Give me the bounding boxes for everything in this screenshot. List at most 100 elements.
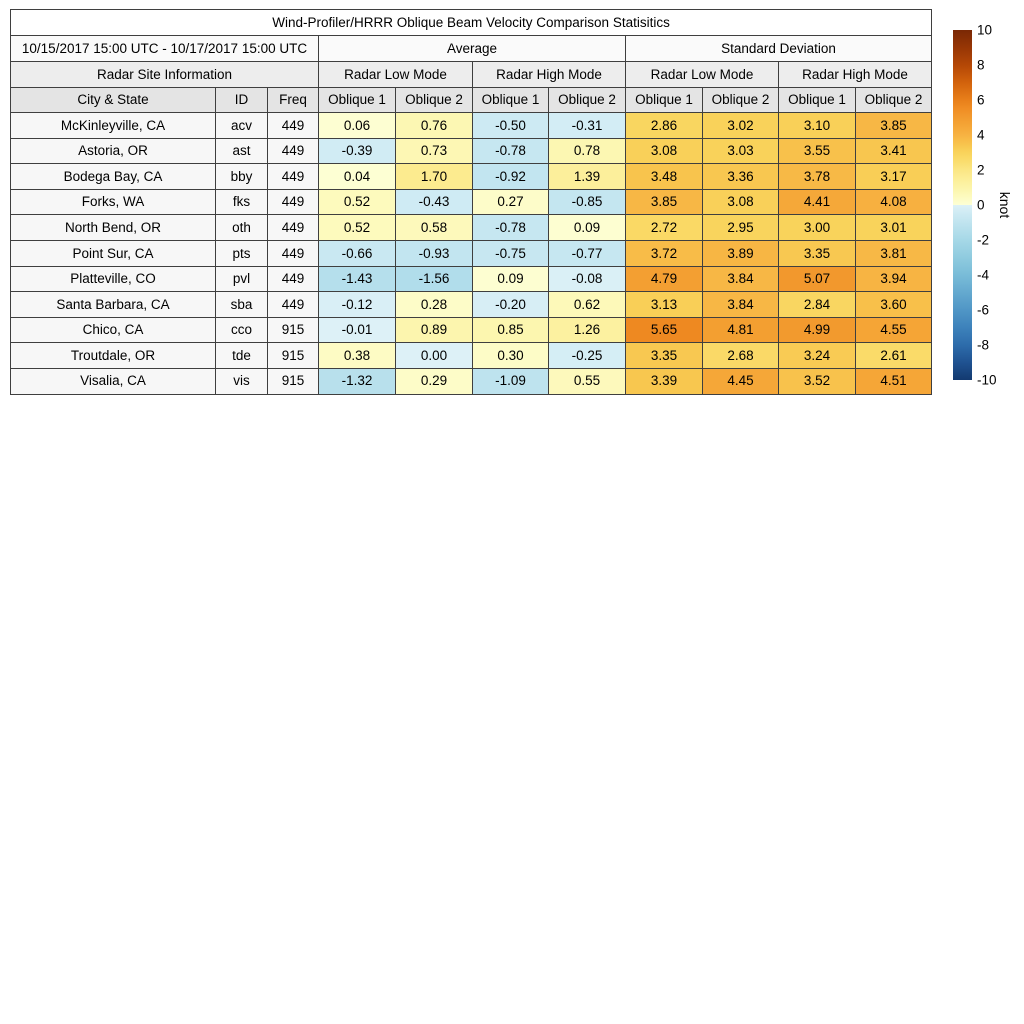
cell-value: 2.84 — [778, 291, 856, 318]
cell-value: 0.28 — [395, 291, 473, 318]
date-range-label: 10/15/2017 15:00 UTC - 10/17/2017 15:00 … — [10, 35, 319, 62]
group-header-row: 10/15/2017 15:00 UTC - 10/17/2017 15:00 … — [10, 35, 933, 62]
table-row: Bodega Bay, CA bby 449 0.04 1.70 -0.92 1.39 3.4… — [10, 163, 933, 190]
cell-freq: 449 — [267, 265, 319, 293]
cell-value: 3.08 — [625, 137, 703, 165]
cell-value: 0.85 — [472, 316, 549, 344]
cell-id: vis — [215, 367, 268, 395]
cell-value: 0.62 — [548, 291, 626, 318]
sd-high-mode-label: Radar High Mode — [777, 61, 933, 88]
cell-value: 0.04 — [318, 163, 396, 190]
cell-value: 0.73 — [395, 137, 473, 165]
cell-value: 3.13 — [625, 291, 703, 318]
colorbar-tick-label: -4 — [977, 267, 990, 283]
cell-value: -0.31 — [548, 112, 626, 139]
table-body: McKinleyville, CA acv 449 0.06 0.76 -0.50 -0.3… — [10, 112, 933, 395]
cell-value: -1.32 — [318, 367, 396, 395]
cell-value: 3.35 — [625, 342, 703, 369]
cell-value: 5.65 — [625, 316, 703, 344]
cell-value: 1.26 — [548, 316, 626, 344]
cell-city: Troutdale, OR — [10, 342, 216, 369]
cell-value: 3.84 — [702, 265, 779, 293]
stats-table: Wind-Profiler/HRRR Oblique Beam Velocity… — [9, 9, 933, 395]
col-id: ID — [215, 87, 268, 113]
cell-freq: 449 — [267, 214, 319, 241]
colorbar-tick-label: 10 — [977, 22, 993, 38]
col-city-state: City & State — [10, 87, 216, 113]
cell-id: pvl — [215, 265, 268, 293]
cell-value: 0.09 — [472, 265, 549, 293]
cell-value: 0.06 — [318, 112, 396, 139]
cell-value: 0.78 — [548, 137, 626, 165]
colorbar-tick-label: -6 — [977, 302, 990, 318]
col-freq: Freq — [267, 87, 319, 113]
cell-value: -0.85 — [548, 188, 626, 216]
column-header-row: City & State ID Freq Oblique 1 Oblique 2… — [10, 87, 933, 113]
cell-value: 4.45 — [702, 367, 779, 395]
cell-value: -0.50 — [472, 112, 549, 139]
cell-value: 2.86 — [625, 112, 703, 139]
colorbar-tick-label: -2 — [977, 232, 990, 248]
cell-id: acv — [215, 112, 268, 139]
cell-value: 3.85 — [625, 188, 703, 216]
cell-value: 3.84 — [702, 291, 779, 318]
cell-value: 4.79 — [625, 265, 703, 293]
cell-value: 3.00 — [778, 214, 856, 241]
avg-low-mode-label: Radar Low Mode — [318, 61, 473, 88]
group-stddev-label: Standard Deviation — [624, 35, 933, 62]
cell-freq: 915 — [267, 342, 319, 369]
cell-value: 3.35 — [778, 239, 856, 267]
cell-freq: 449 — [267, 188, 319, 216]
cell-city: Santa Barbara, CA — [10, 291, 216, 318]
group-site-info-label: Radar Site Information — [10, 61, 319, 88]
cell-id: pts — [215, 239, 268, 267]
table-row: North Bend, OR oth 449 0.52 0.58 -0.78 0.09 2.7… — [10, 214, 933, 241]
cell-value: 3.10 — [778, 112, 856, 139]
cell-city: Chico, CA — [10, 316, 216, 344]
colorbar-tick-label: 6 — [977, 92, 985, 108]
cell-value: -0.43 — [395, 188, 473, 216]
table-row: Santa Barbara, CA sba 449 -0.12 0.28 -0.20 0.6… — [10, 291, 933, 318]
table-row: McKinleyville, CA acv 449 0.06 0.76 -0.50 -0.3… — [10, 112, 933, 139]
sd-low-mode-label: Radar Low Mode — [625, 61, 779, 88]
cell-city: Forks, WA — [10, 188, 216, 216]
colorbar-tick-label: 2 — [977, 162, 985, 178]
colorbar-tick-label: 4 — [977, 127, 985, 143]
cell-value: -0.92 — [472, 163, 549, 190]
cell-value: 3.24 — [778, 342, 856, 369]
table-row: Troutdale, OR tde 915 0.38 0.00 0.30 -0.25 3.35… — [10, 342, 933, 369]
cell-id: ast — [215, 137, 268, 165]
cell-city: Platteville, CO — [10, 265, 216, 293]
cell-value: -0.25 — [548, 342, 626, 369]
cell-value: 0.58 — [395, 214, 473, 241]
cell-value: 0.52 — [318, 188, 396, 216]
cell-value: 3.41 — [854, 137, 933, 165]
colorbar-tick-label: -8 — [977, 337, 990, 353]
cell-value: 0.89 — [395, 316, 473, 344]
table-row: Forks, WA fks 449 0.52 -0.43 0.27 -0.85 3.85 3.0… — [10, 188, 933, 216]
cell-value: 3.81 — [854, 239, 933, 267]
table-row: Point Sur, CA pts 449 -0.66 -0.93 -0.75 -0.77 3… — [10, 239, 933, 267]
colorbar — [953, 30, 972, 380]
cell-value: 0.30 — [472, 342, 549, 369]
avg-high-mode-label: Radar High Mode — [472, 61, 626, 88]
cell-value: 5.07 — [778, 265, 856, 293]
cell-value: 3.01 — [854, 214, 933, 241]
cell-value: 3.52 — [778, 367, 856, 395]
cell-value: -0.39 — [318, 137, 396, 165]
cell-value: 4.41 — [778, 188, 856, 216]
cell-id: oth — [215, 214, 268, 241]
cell-value: 3.03 — [702, 137, 779, 165]
cell-value: 1.70 — [395, 163, 473, 190]
cell-value: 0.55 — [548, 367, 626, 395]
cell-value: 4.81 — [702, 316, 779, 344]
cell-freq: 449 — [267, 163, 319, 190]
col-avg-high-oblique2: Oblique 2 — [548, 87, 626, 113]
cell-value: 0.76 — [395, 112, 473, 139]
cell-value: -1.43 — [318, 265, 396, 293]
cell-value: 4.99 — [778, 316, 856, 344]
table-row: Platteville, CO pvl 449 -1.43 -1.56 0.09 -0.08… — [10, 265, 933, 293]
cell-city: North Bend, OR — [10, 214, 216, 241]
cell-value: 3.85 — [854, 112, 933, 139]
